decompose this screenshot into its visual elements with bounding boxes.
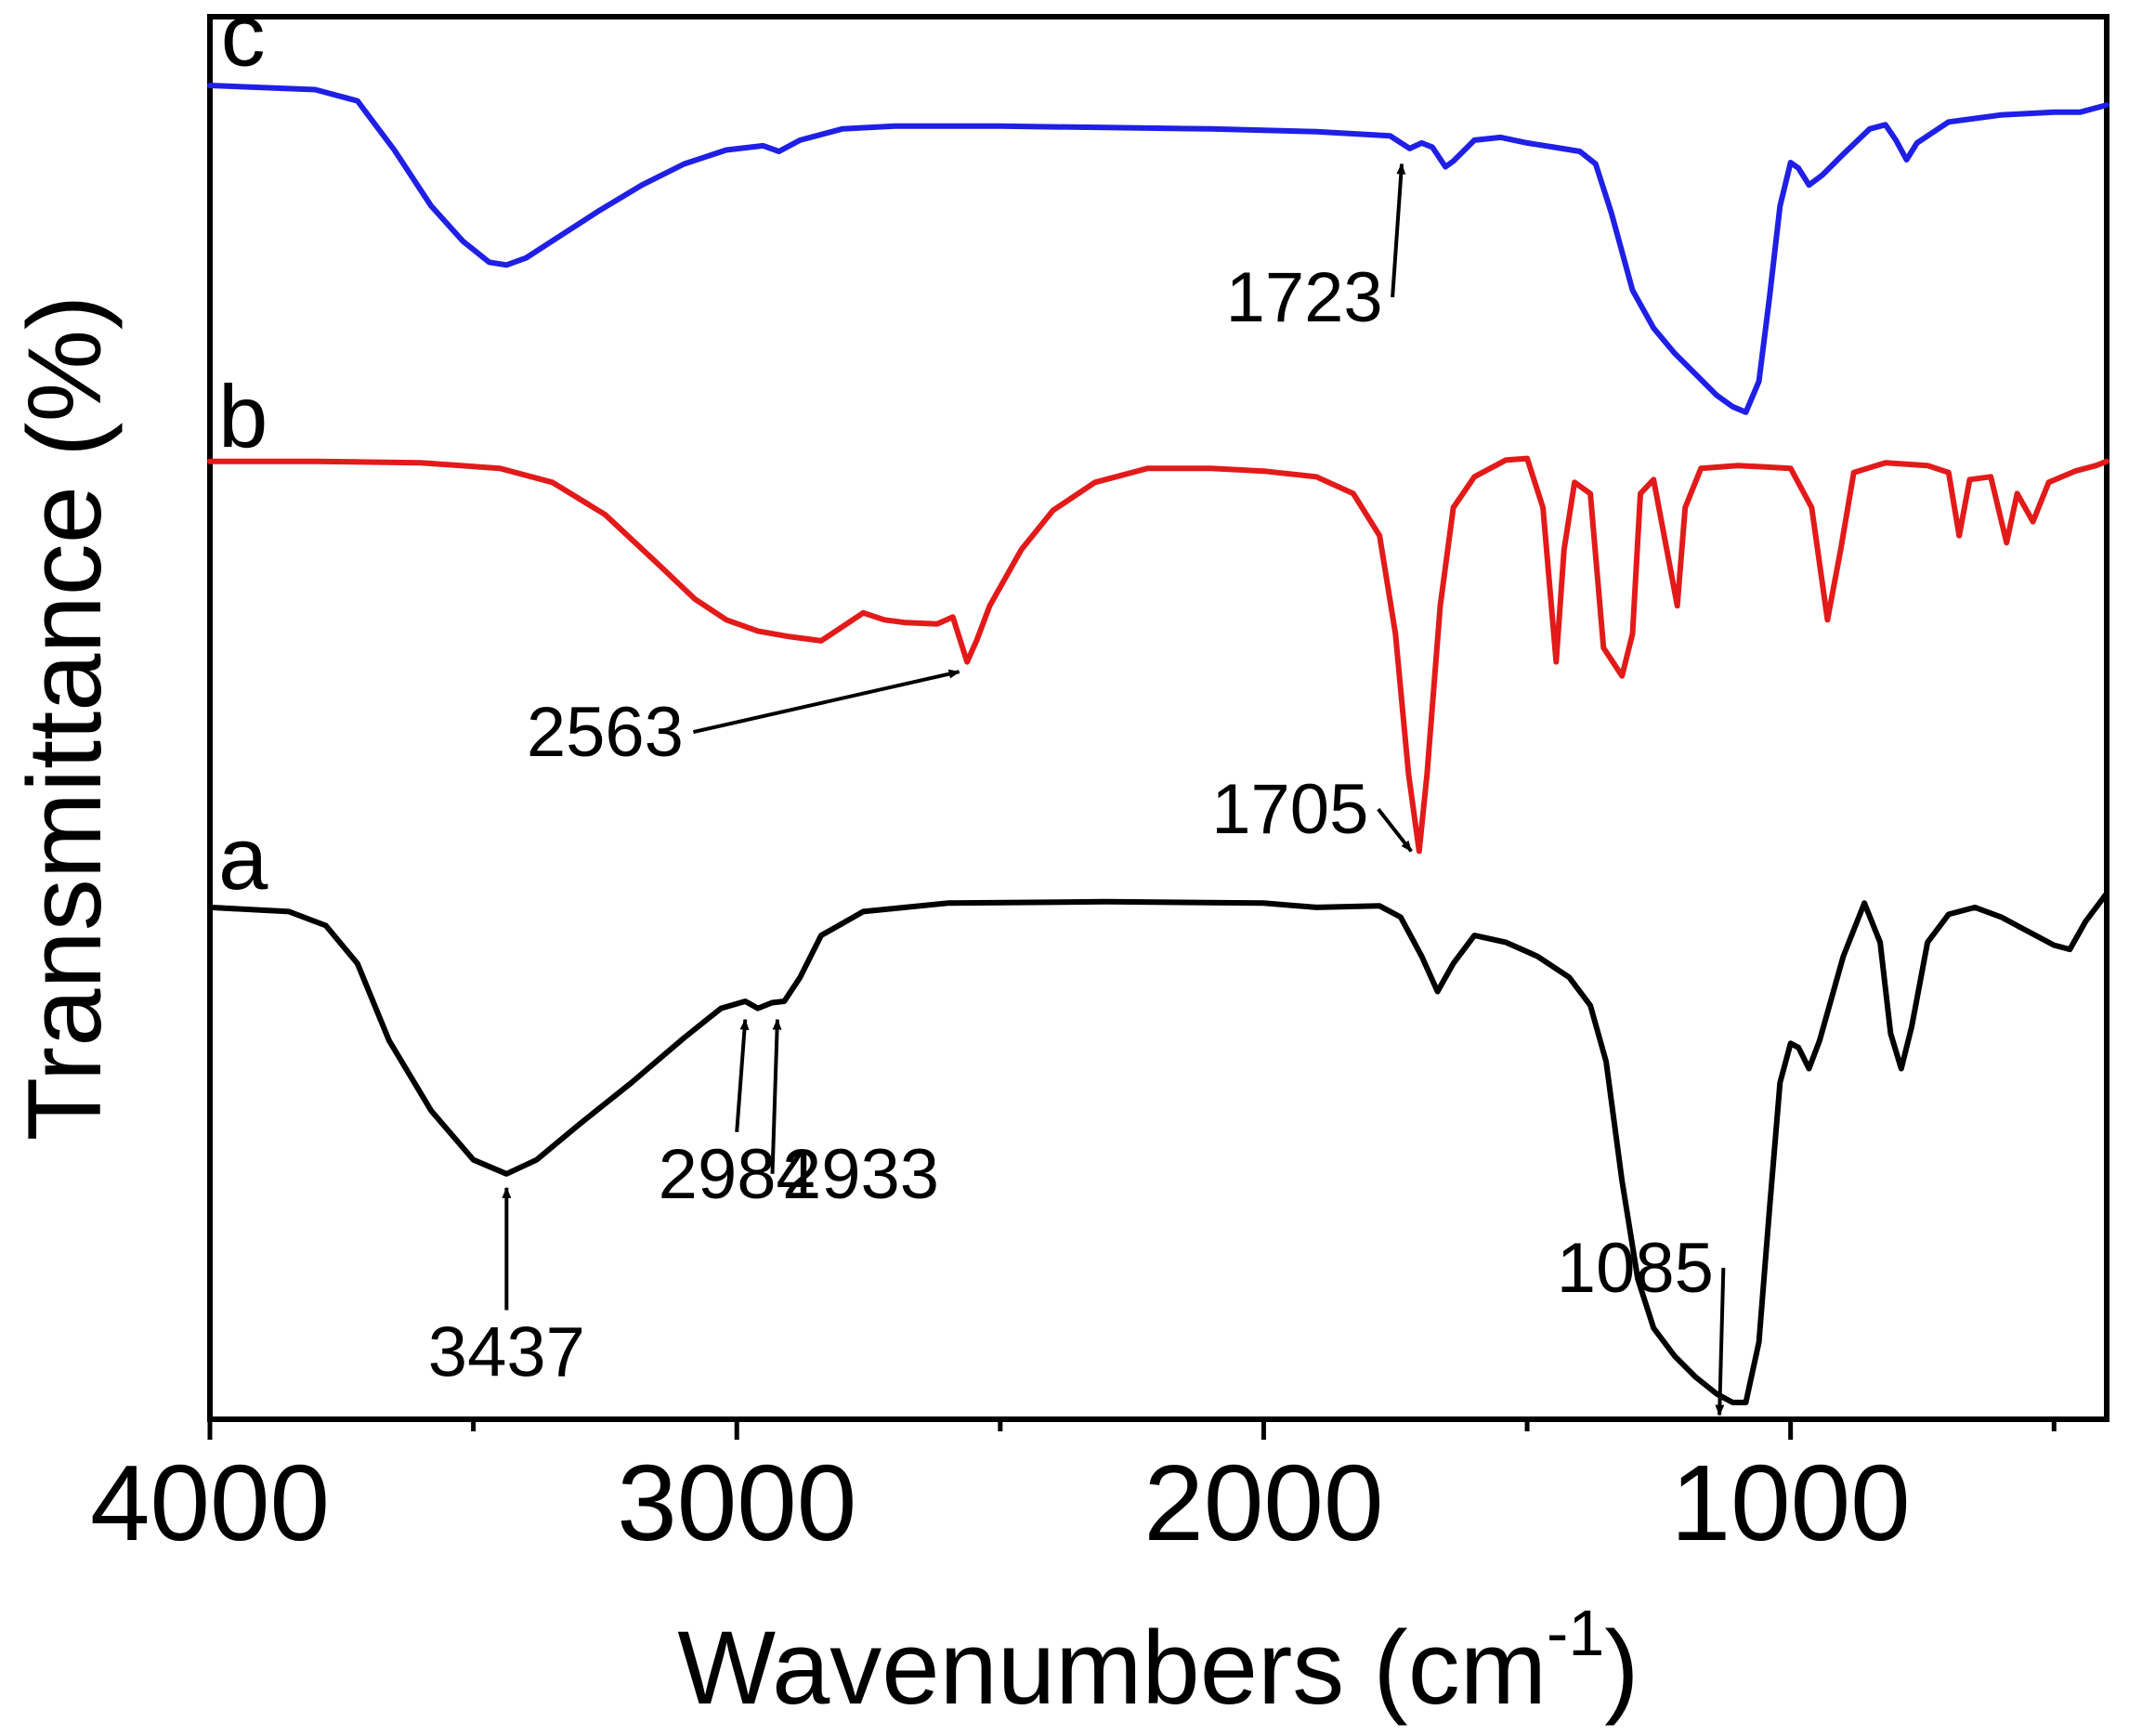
annotation-2984-label: 2984 — [659, 1135, 816, 1214]
annotation-3437-label: 3437 — [428, 1313, 585, 1392]
x-tick-label-1000: 1000 — [1671, 1442, 1911, 1563]
annotation-1723-label: 1723 — [1226, 258, 1383, 337]
annotation-2984-arrow — [735, 1018, 750, 1132]
curve-label-b: b — [218, 367, 268, 466]
series-a-line — [207, 890, 2109, 1405]
x-tick-label-2000: 2000 — [1143, 1442, 1383, 1563]
plot-frame — [207, 14, 2109, 1422]
annotation-1705-label: 1705 — [1211, 770, 1368, 849]
annotation-1085-label: 1085 — [1557, 1229, 1714, 1308]
annotation-2563-arrow — [692, 669, 960, 735]
annotation-2933-arrow — [770, 1018, 782, 1174]
series-b-line — [207, 455, 2109, 855]
series-layer — [207, 83, 2109, 1405]
curve-label-layer: c b a — [218, 0, 268, 908]
annotation-1085-arrow — [1715, 1267, 1726, 1416]
x-tick-label-3000: 3000 — [617, 1442, 856, 1563]
x-axis-title: Wavenumbers (cm-1) — [677, 1597, 1639, 1726]
series-c-line — [207, 83, 2109, 415]
y-axis-title: Transmittance (%) — [7, 295, 123, 1142]
annotation-2933-label: 2933 — [782, 1135, 939, 1214]
annotation-1723-arrow — [1391, 163, 1406, 298]
x-tick-label-4000: 4000 — [90, 1442, 330, 1563]
curve-label-a: a — [218, 809, 268, 908]
annotation-2563-label: 2563 — [527, 693, 684, 772]
annotation-1705-arrow — [1377, 807, 1413, 853]
curve-label-c: c — [221, 0, 266, 85]
x-axis-ticks: 4000 3000 2000 1000 — [90, 1419, 2057, 1563]
